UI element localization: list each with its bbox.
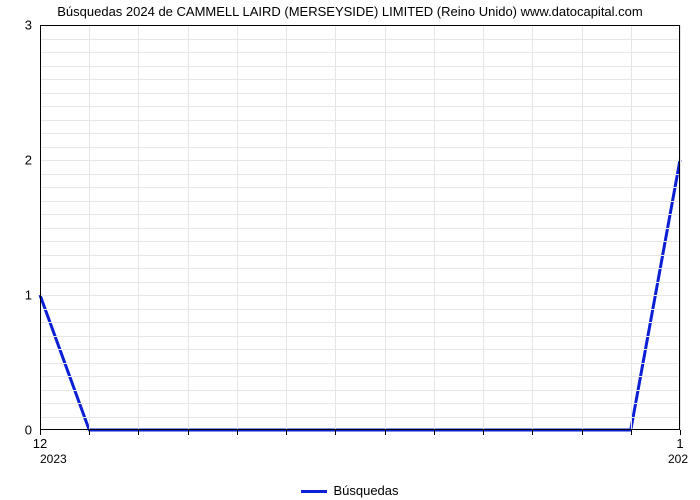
hgrid-line — [40, 39, 680, 40]
x-tick-label-2: 2023 — [40, 452, 67, 466]
vgrid-line — [188, 25, 189, 430]
vgrid-line — [680, 25, 681, 430]
vgrid-line — [237, 25, 238, 430]
x-tick-mark — [532, 430, 533, 435]
hgrid-line — [40, 363, 680, 364]
chart-title: Búsquedas 2024 de CAMMELL LAIRD (MERSEYS… — [0, 4, 700, 19]
x-tick-label: 1 — [676, 436, 683, 451]
hgrid-line — [40, 160, 680, 161]
x-tick-mark — [40, 430, 41, 435]
x-tick-mark — [680, 430, 681, 435]
hgrid-line — [40, 309, 680, 310]
hgrid-line — [40, 147, 680, 148]
legend-swatch — [301, 490, 327, 493]
hgrid-line — [40, 66, 680, 67]
x-tick-mark — [582, 430, 583, 435]
hgrid-line — [40, 228, 680, 229]
hgrid-line — [40, 336, 680, 337]
x-tick-mark — [483, 430, 484, 435]
vgrid-line — [582, 25, 583, 430]
y-tick-label: 0 — [0, 423, 32, 438]
hgrid-line — [40, 201, 680, 202]
x-tick-mark — [188, 430, 189, 435]
vgrid-line — [335, 25, 336, 430]
hgrid-line — [40, 214, 680, 215]
x-tick-mark — [89, 430, 90, 435]
hgrid-line — [40, 133, 680, 134]
vgrid-line — [434, 25, 435, 430]
x-tick-mark — [335, 430, 336, 435]
plot-border — [40, 25, 41, 430]
hgrid-line — [40, 376, 680, 377]
plot-area — [40, 25, 680, 430]
x-tick-mark — [286, 430, 287, 435]
vgrid-line — [631, 25, 632, 430]
hgrid-line — [40, 255, 680, 256]
x-tick-label: 12 — [33, 436, 47, 451]
hgrid-line — [40, 93, 680, 94]
hgrid-line — [40, 417, 680, 418]
hgrid-line — [40, 349, 680, 350]
y-tick-label: 2 — [0, 153, 32, 168]
vgrid-line — [286, 25, 287, 430]
hgrid-line — [40, 390, 680, 391]
plot-border — [40, 25, 680, 26]
vgrid-line — [138, 25, 139, 430]
hgrid-line — [40, 295, 680, 296]
hgrid-line — [40, 322, 680, 323]
x-tick-mark — [631, 430, 632, 435]
x-tick-label-2: 202 — [668, 452, 688, 466]
vgrid-line — [385, 25, 386, 430]
hgrid-line — [40, 174, 680, 175]
legend: Búsquedas — [0, 483, 700, 498]
hgrid-line — [40, 282, 680, 283]
vgrid-line — [89, 25, 90, 430]
hgrid-line — [40, 187, 680, 188]
y-tick-label: 1 — [0, 288, 32, 303]
hgrid-line — [40, 268, 680, 269]
plot-border — [679, 25, 680, 430]
x-tick-mark — [434, 430, 435, 435]
vgrid-line — [532, 25, 533, 430]
legend-label: Búsquedas — [333, 483, 398, 498]
x-tick-mark — [138, 430, 139, 435]
hgrid-line — [40, 106, 680, 107]
hgrid-line — [40, 403, 680, 404]
hgrid-line — [40, 79, 680, 80]
hgrid-line — [40, 52, 680, 53]
hgrid-line — [40, 241, 680, 242]
hgrid-line — [40, 120, 680, 121]
y-tick-label: 3 — [0, 18, 32, 33]
vgrid-line — [483, 25, 484, 430]
x-tick-mark — [385, 430, 386, 435]
x-tick-mark — [237, 430, 238, 435]
plot-border — [40, 429, 680, 430]
